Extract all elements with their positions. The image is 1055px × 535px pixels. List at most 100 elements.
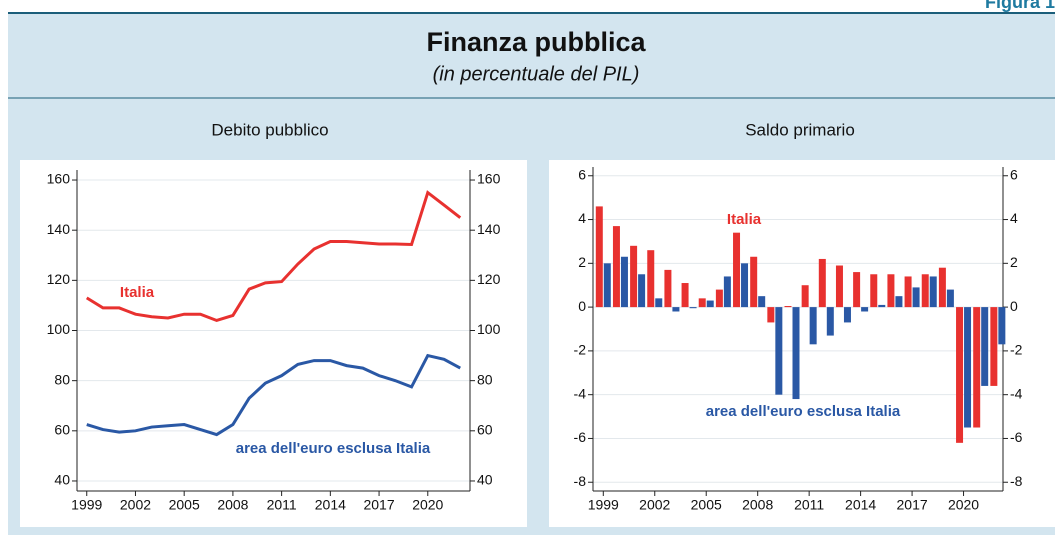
y2-tick-label: 100	[477, 321, 501, 337]
bar	[843, 307, 851, 323]
x-tick-label: 2008	[217, 497, 248, 513]
y2-tick-label: -8	[1010, 473, 1023, 489]
y-tick-label: 0	[578, 298, 586, 314]
bar	[603, 263, 611, 308]
y2-tick-label: -6	[1010, 429, 1023, 445]
bar	[647, 250, 655, 308]
y-tick-label: 80	[54, 371, 70, 387]
y-tick-label: 6	[578, 166, 586, 182]
bar	[956, 307, 964, 443]
bar	[595, 206, 603, 308]
x-tick-label: 2008	[742, 497, 773, 513]
bar	[818, 258, 826, 308]
figure-label: Figura 1	[985, 0, 1055, 12]
chart-title: Debito pubblico	[211, 120, 328, 139]
plot-bg	[20, 160, 527, 527]
bar	[612, 226, 620, 308]
chart-title: Saldo primario	[745, 120, 855, 139]
y-tick-label: -2	[574, 342, 587, 358]
bar	[895, 296, 903, 308]
bar	[826, 307, 834, 336]
bar	[921, 274, 929, 308]
bar	[655, 298, 663, 308]
bar	[887, 274, 895, 308]
y2-tick-label: 0	[1010, 298, 1018, 314]
bar	[750, 256, 758, 308]
y-tick-label: 4	[578, 210, 586, 226]
bar	[630, 245, 638, 308]
bar	[861, 307, 869, 312]
x-tick-label: 2002	[120, 497, 151, 513]
y2-tick-label: 40	[477, 472, 493, 488]
bar	[689, 307, 697, 309]
bar	[853, 272, 861, 308]
bar	[809, 307, 817, 345]
bar	[767, 307, 775, 323]
bar	[775, 307, 783, 395]
y-tick-label: -8	[574, 473, 587, 489]
x-tick-label: 2017	[897, 497, 928, 513]
bar	[964, 307, 972, 428]
legend-label: Italia	[120, 284, 155, 301]
bar	[715, 289, 723, 308]
bar	[929, 276, 937, 308]
bar	[912, 287, 920, 308]
bar	[938, 267, 946, 308]
y2-tick-label: 4	[1010, 210, 1018, 226]
y2-tick-label: 160	[477, 171, 501, 187]
bar	[733, 232, 741, 308]
legend-label: area dell'euro esclusa Italia	[706, 403, 901, 420]
y-tick-label: 160	[47, 171, 71, 187]
x-tick-label: 2011	[794, 497, 824, 513]
y-tick-label: 40	[54, 472, 70, 488]
x-tick-label: 2005	[169, 497, 200, 513]
x-tick-label: 2014	[845, 497, 876, 513]
bar	[946, 289, 954, 308]
bar	[664, 269, 672, 308]
bar	[870, 274, 878, 308]
y-tick-label: 100	[47, 321, 71, 337]
bar	[801, 285, 809, 308]
y2-tick-label: -2	[1010, 342, 1023, 358]
bar	[758, 296, 766, 308]
x-tick-label: 2005	[691, 497, 722, 513]
subtitle: (in percentuale del PIL)	[433, 63, 640, 85]
y2-tick-label: -4	[1010, 385, 1023, 401]
y-tick-label: 120	[47, 271, 71, 287]
bar	[706, 300, 714, 308]
bar	[998, 307, 1006, 345]
y2-tick-label: 2	[1010, 254, 1018, 270]
bar	[792, 307, 800, 400]
bar	[904, 276, 912, 308]
bar	[620, 256, 628, 308]
bar	[878, 304, 886, 308]
y-tick-label: -4	[574, 385, 587, 401]
y2-tick-label: 6	[1010, 166, 1018, 182]
y2-tick-label: 120	[477, 271, 501, 287]
legend-label: area dell'euro esclusa Italia	[236, 440, 431, 457]
bar	[835, 265, 843, 308]
x-tick-label: 2011	[267, 497, 297, 513]
bar	[698, 298, 706, 308]
x-tick-label: 1999	[588, 497, 619, 513]
bar	[638, 274, 646, 308]
y2-tick-label: 60	[477, 422, 493, 438]
x-tick-label: 2002	[639, 497, 670, 513]
x-tick-label: 2017	[363, 497, 394, 513]
y-tick-label: 60	[54, 422, 70, 438]
bar	[723, 276, 731, 308]
line	[86, 353, 461, 437]
bar	[784, 306, 792, 308]
y-tick-label: -6	[574, 429, 587, 445]
y2-tick-label: 140	[477, 221, 501, 237]
title: Finanza pubblica	[426, 27, 646, 57]
bar	[681, 283, 689, 308]
bar	[981, 307, 989, 386]
bar	[672, 307, 680, 312]
bar	[973, 307, 981, 428]
x-tick-label: 2020	[412, 497, 443, 513]
x-tick-label: 2020	[948, 497, 979, 513]
line	[85, 190, 462, 323]
legend-label: Italia	[727, 211, 762, 228]
